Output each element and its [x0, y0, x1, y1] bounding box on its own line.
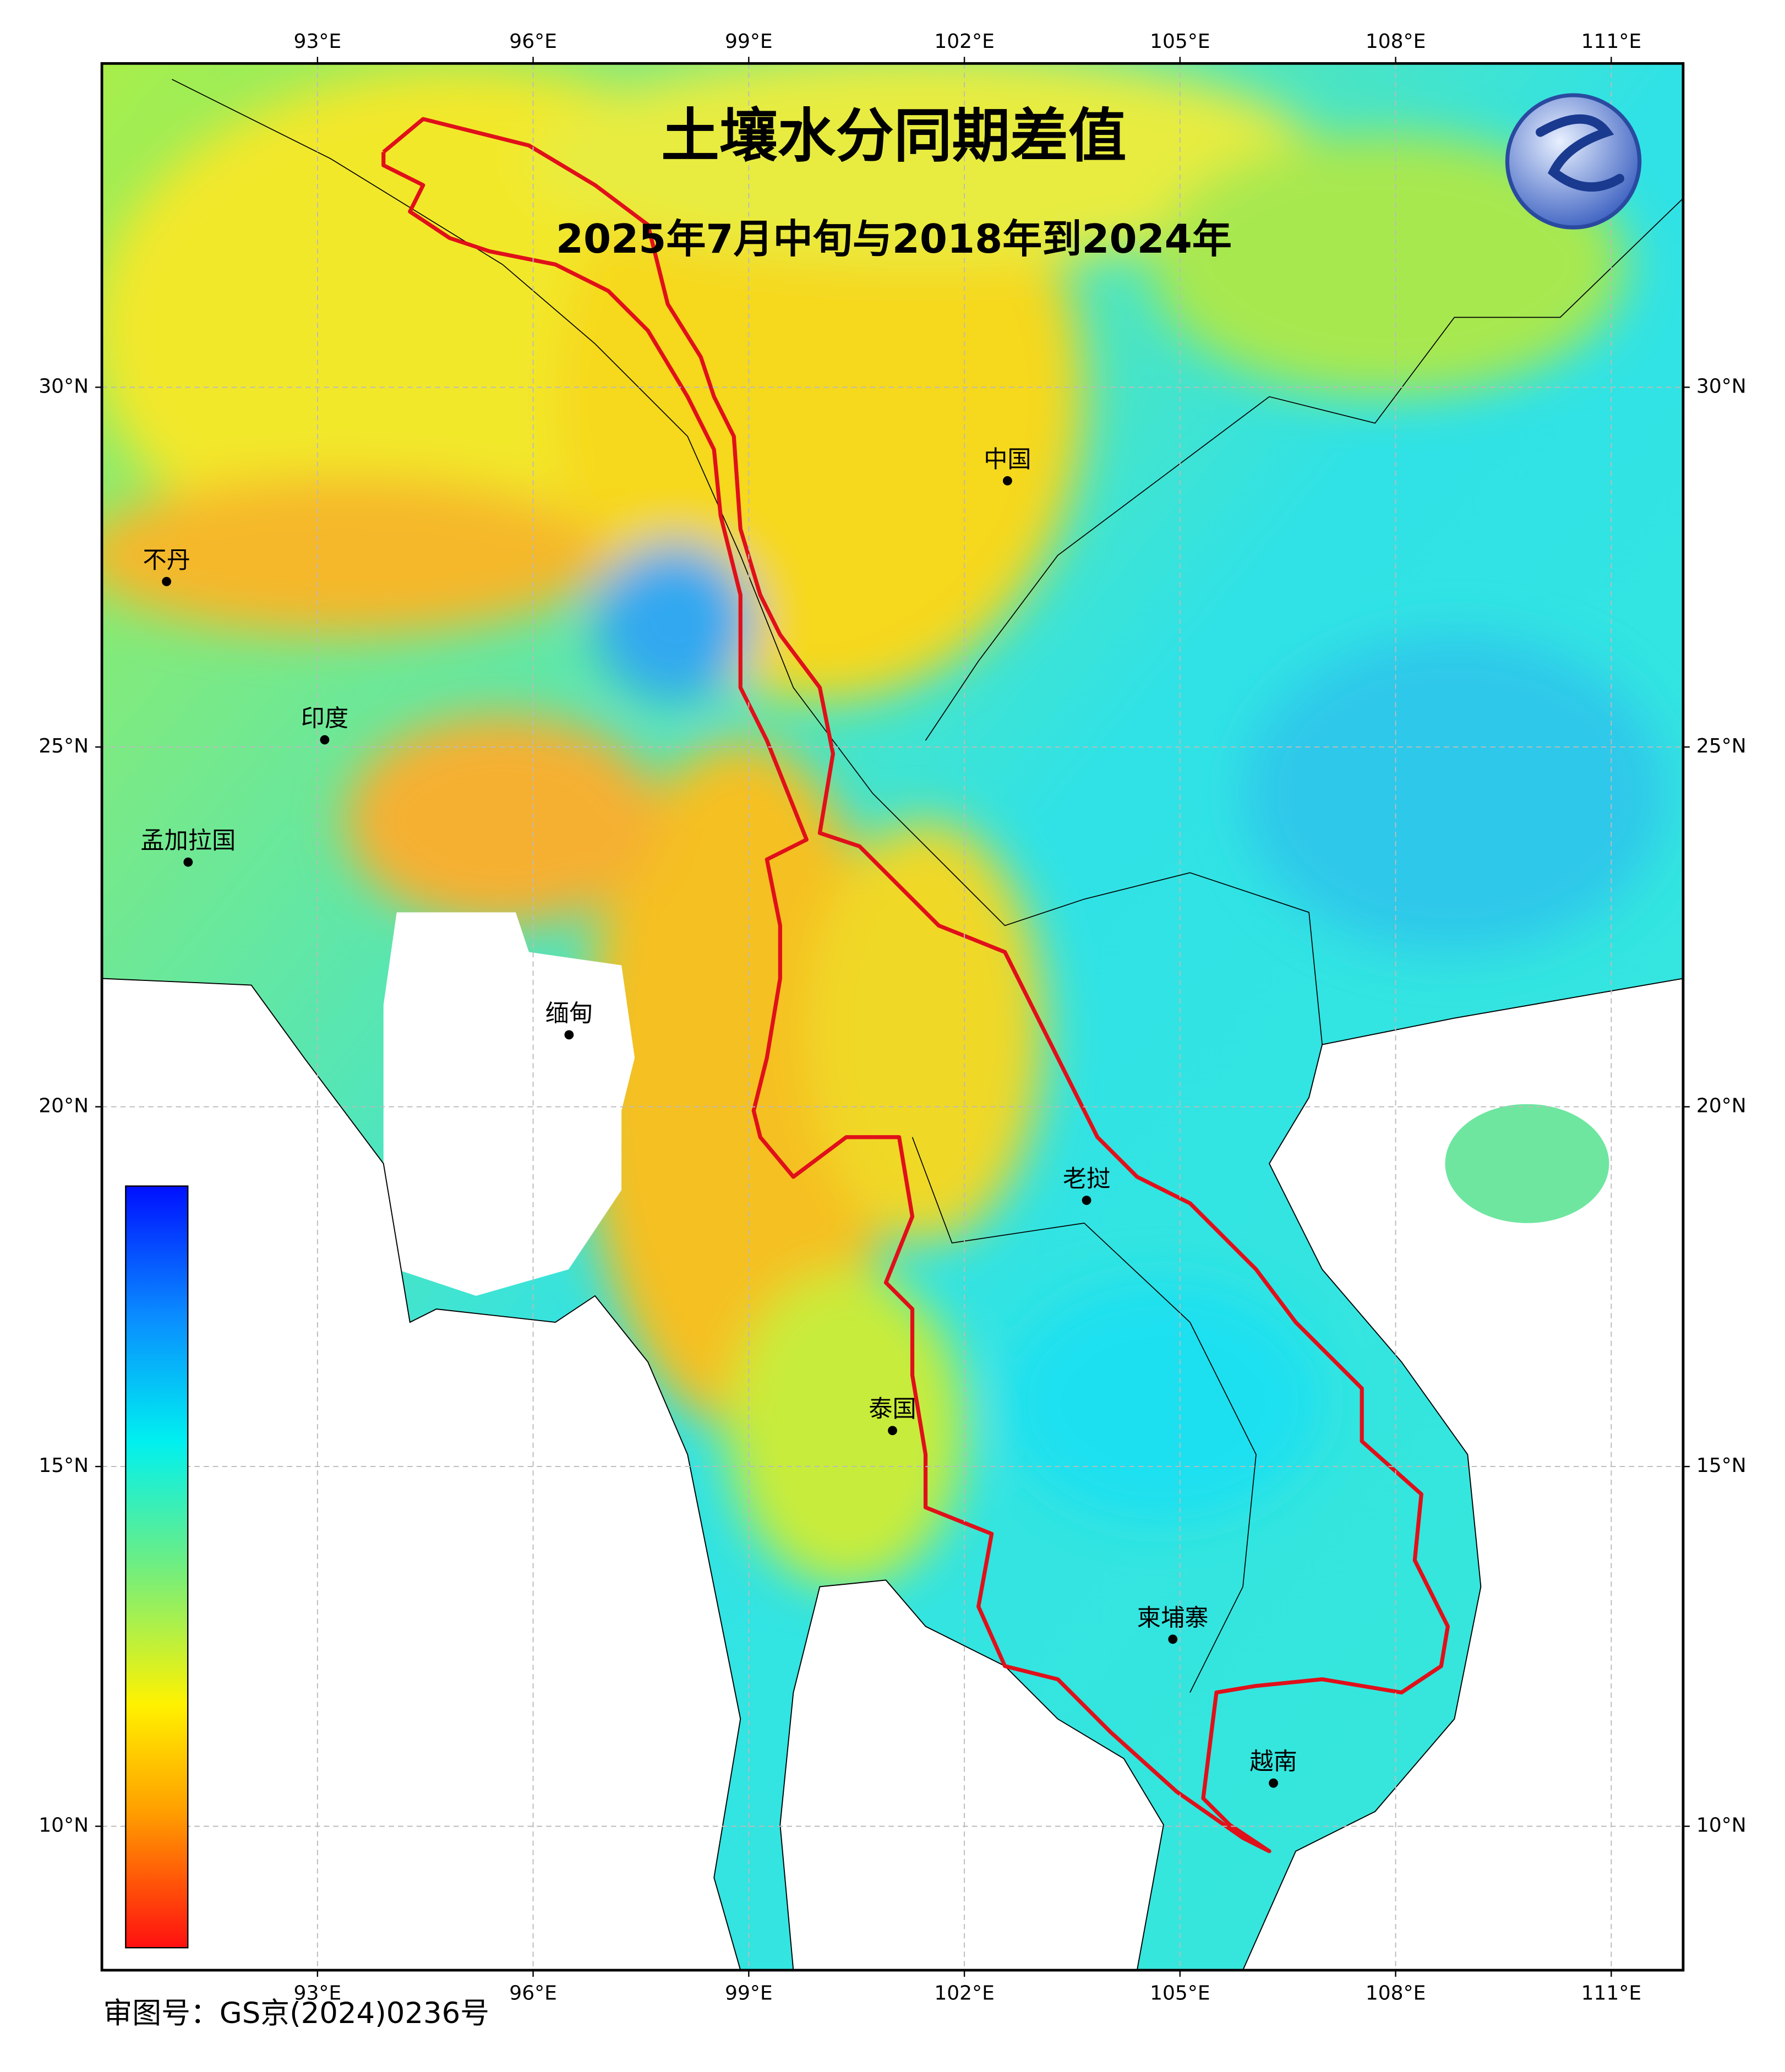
- map-frame: [100, 62, 1685, 1972]
- lon-label: 99°E: [725, 30, 773, 53]
- lat-label: 15°N: [1696, 1454, 1746, 1477]
- lat-label: 20°N: [1696, 1095, 1746, 1117]
- lon-label: 93°E: [294, 30, 342, 53]
- lon-label: 111°E: [1581, 1982, 1642, 2004]
- dry-zone: [806, 820, 1045, 1243]
- logo: [1505, 93, 1642, 230]
- dry-zone: [582, 740, 899, 1428]
- lon-label: 96°E: [509, 30, 557, 53]
- lat-label: 25°N: [1696, 735, 1746, 757]
- map-title: 土壤水分同期差值: [661, 102, 1126, 170]
- sea: [1243, 978, 1683, 1971]
- dry-zone: [529, 63, 1322, 265]
- lat-label: 10°N: [1696, 1814, 1746, 1837]
- place-label: 不丹: [143, 547, 190, 574]
- dry-zone: [102, 476, 608, 635]
- sea: [780, 1580, 1164, 1971]
- place-dot: [564, 1030, 574, 1040]
- place-label: 印度: [301, 705, 348, 732]
- place-dot: [1269, 1778, 1279, 1788]
- lon-label: 99°E: [725, 1982, 773, 2004]
- lon-label: 108°E: [1366, 1982, 1426, 2004]
- wet-zone: [1243, 634, 1666, 952]
- lon-label: 102°E: [934, 1982, 995, 2004]
- place-label: 老挝: [1063, 1165, 1110, 1193]
- lat-label: 10°N: [39, 1814, 89, 1837]
- lon-label: 111°E: [1581, 30, 1642, 53]
- place-label: 泰国: [869, 1395, 916, 1423]
- colorbar: [125, 1185, 189, 1949]
- lon-label: 105°E: [1150, 1982, 1210, 2004]
- place-label: 越南: [1249, 1748, 1297, 1776]
- place-dot: [888, 1426, 897, 1436]
- lon-label: 102°E: [934, 30, 995, 53]
- lat-label: 30°N: [1696, 375, 1746, 397]
- graticule: [102, 63, 1683, 1971]
- lon-label: 108°E: [1366, 30, 1426, 53]
- lat-label: 20°N: [39, 1095, 89, 1117]
- mekong-basin-boundary: [381, 117, 1450, 1853]
- dry-zone: [727, 1269, 965, 1587]
- border: [172, 79, 1323, 1045]
- place-dot: [1168, 1634, 1178, 1644]
- border: [911, 1137, 1257, 1693]
- lat-label: 25°N: [39, 735, 89, 757]
- wet-zone: [1005, 1282, 1323, 1521]
- coastline: [779, 1579, 1164, 1971]
- place-label: 孟加拉国: [140, 827, 236, 855]
- hainan-island: [1445, 1104, 1609, 1223]
- wet-zone: [595, 542, 754, 701]
- place-label: 缅甸: [545, 1000, 593, 1027]
- lat-label: 15°N: [39, 1454, 89, 1477]
- sea: [102, 978, 741, 1971]
- no-data-area: [383, 912, 635, 1296]
- map-subtitle: 2025年7月中旬与2018年到2024年: [556, 216, 1232, 262]
- dry-zone: [343, 714, 662, 926]
- lon-label: 105°E: [1150, 30, 1210, 53]
- place-dot: [183, 857, 193, 867]
- lat-label: 30°N: [39, 375, 89, 397]
- lon-label: 96°E: [509, 1982, 557, 2004]
- border: [925, 198, 1683, 741]
- place-dot: [162, 576, 172, 586]
- place-dot: [1082, 1196, 1091, 1205]
- place-dot: [320, 735, 330, 745]
- place-label: 中国: [984, 446, 1031, 473]
- dry-zone: [1150, 132, 1626, 397]
- lon-label: 93°E: [294, 1982, 342, 2004]
- colorbar-gradient: [125, 1185, 189, 1949]
- place-label: 柬埔寨: [1137, 1604, 1209, 1632]
- place-dot: [1003, 476, 1012, 486]
- approval-number: 审图号：GS京(2024)0236号: [103, 1997, 489, 2030]
